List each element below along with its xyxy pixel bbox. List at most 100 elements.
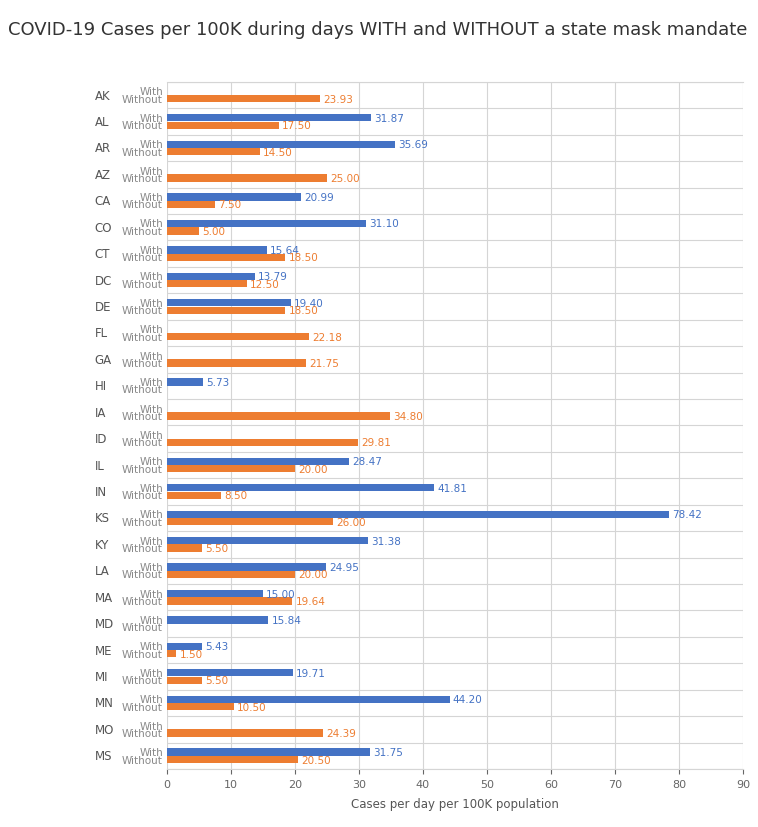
Bar bbox=[167, 247, 267, 254]
Text: Without: Without bbox=[122, 174, 163, 184]
Text: HI: HI bbox=[95, 380, 107, 393]
Text: 20.00: 20.00 bbox=[298, 464, 327, 474]
Bar bbox=[167, 255, 285, 261]
Bar bbox=[167, 228, 199, 235]
Text: Without: Without bbox=[122, 464, 163, 474]
Text: 13.79: 13.79 bbox=[258, 272, 288, 282]
Text: With: With bbox=[139, 299, 163, 308]
X-axis label: Cases per day per 100K population: Cases per day per 100K population bbox=[351, 797, 559, 810]
Text: IA: IA bbox=[95, 406, 106, 419]
Text: MO: MO bbox=[95, 723, 114, 736]
Bar bbox=[167, 379, 203, 386]
Text: Without: Without bbox=[122, 200, 163, 210]
Text: 19.64: 19.64 bbox=[296, 596, 325, 606]
Text: AZ: AZ bbox=[95, 169, 111, 182]
Text: With: With bbox=[139, 562, 163, 572]
Text: ME: ME bbox=[95, 643, 112, 657]
Bar bbox=[167, 96, 320, 103]
Bar bbox=[167, 703, 234, 710]
Text: 7.50: 7.50 bbox=[218, 200, 241, 210]
Text: Without: Without bbox=[122, 253, 163, 263]
Text: 19.40: 19.40 bbox=[294, 299, 324, 308]
Text: 10.50: 10.50 bbox=[237, 702, 267, 712]
Text: 15.64: 15.64 bbox=[270, 246, 300, 256]
Text: Without: Without bbox=[122, 623, 163, 633]
Bar bbox=[167, 202, 215, 209]
Text: With: With bbox=[139, 166, 163, 176]
Text: Without: Without bbox=[122, 227, 163, 237]
Text: 5.73: 5.73 bbox=[207, 378, 230, 388]
Bar bbox=[167, 360, 306, 367]
Text: 5.50: 5.50 bbox=[205, 676, 228, 686]
Text: 21.75: 21.75 bbox=[309, 359, 339, 369]
Bar bbox=[167, 307, 285, 314]
Bar bbox=[167, 439, 358, 447]
Text: KY: KY bbox=[95, 538, 109, 552]
Text: 20.00: 20.00 bbox=[298, 570, 327, 580]
Bar bbox=[167, 221, 366, 227]
Text: 5.00: 5.00 bbox=[202, 227, 225, 237]
Bar bbox=[167, 650, 177, 657]
Text: IL: IL bbox=[95, 459, 105, 472]
Bar bbox=[167, 274, 255, 280]
Text: 44.20: 44.20 bbox=[453, 695, 483, 705]
Text: With: With bbox=[139, 642, 163, 652]
Bar bbox=[167, 511, 669, 519]
Text: 5.50: 5.50 bbox=[205, 543, 228, 553]
Text: KS: KS bbox=[95, 512, 110, 525]
Bar bbox=[167, 669, 293, 676]
Text: Without: Without bbox=[122, 280, 163, 289]
Text: Without: Without bbox=[122, 596, 163, 606]
Text: CO: CO bbox=[95, 222, 112, 234]
Text: With: With bbox=[139, 695, 163, 705]
Text: CA: CA bbox=[95, 195, 111, 208]
Text: DE: DE bbox=[95, 300, 111, 313]
Bar bbox=[167, 756, 298, 763]
Bar bbox=[167, 598, 293, 605]
Bar bbox=[167, 175, 327, 183]
Bar bbox=[167, 333, 309, 341]
Text: 31.87: 31.87 bbox=[374, 113, 404, 123]
Text: 78.42: 78.42 bbox=[672, 509, 702, 519]
Text: With: With bbox=[139, 615, 163, 625]
Bar bbox=[167, 141, 395, 149]
Text: Without: Without bbox=[122, 702, 163, 712]
Text: With: With bbox=[139, 113, 163, 123]
Text: Without: Without bbox=[122, 543, 163, 553]
Text: 24.39: 24.39 bbox=[326, 729, 356, 739]
Text: ID: ID bbox=[95, 433, 107, 446]
Text: Without: Without bbox=[122, 306, 163, 316]
Text: With: With bbox=[139, 536, 163, 546]
Text: 18.50: 18.50 bbox=[288, 253, 318, 263]
Text: With: With bbox=[139, 219, 163, 229]
Bar bbox=[167, 149, 259, 156]
Text: Without: Without bbox=[122, 147, 163, 157]
Text: Without: Without bbox=[122, 570, 163, 580]
Bar bbox=[167, 696, 449, 703]
Text: 14.50: 14.50 bbox=[263, 147, 293, 157]
Text: With: With bbox=[139, 193, 163, 203]
Text: LA: LA bbox=[95, 565, 109, 577]
Text: 23.93: 23.93 bbox=[323, 94, 353, 104]
Bar bbox=[167, 617, 268, 624]
Text: 17.50: 17.50 bbox=[282, 121, 312, 131]
Text: With: With bbox=[139, 430, 163, 441]
Text: With: With bbox=[139, 404, 163, 414]
Text: CT: CT bbox=[95, 248, 110, 261]
Text: 20.50: 20.50 bbox=[301, 754, 330, 765]
Text: Without: Without bbox=[122, 490, 163, 500]
Bar bbox=[167, 492, 221, 500]
Bar bbox=[167, 748, 370, 756]
Text: AK: AK bbox=[95, 89, 111, 103]
Text: With: With bbox=[139, 140, 163, 150]
Text: 19.71: 19.71 bbox=[296, 668, 326, 678]
Bar bbox=[167, 519, 334, 526]
Text: 24.95: 24.95 bbox=[330, 562, 359, 572]
Bar bbox=[167, 564, 327, 571]
Text: 31.38: 31.38 bbox=[371, 536, 401, 546]
Bar bbox=[167, 122, 279, 130]
Text: 8.50: 8.50 bbox=[224, 490, 248, 500]
Text: FL: FL bbox=[95, 327, 108, 340]
Text: Without: Without bbox=[122, 94, 163, 104]
Bar bbox=[167, 466, 295, 473]
